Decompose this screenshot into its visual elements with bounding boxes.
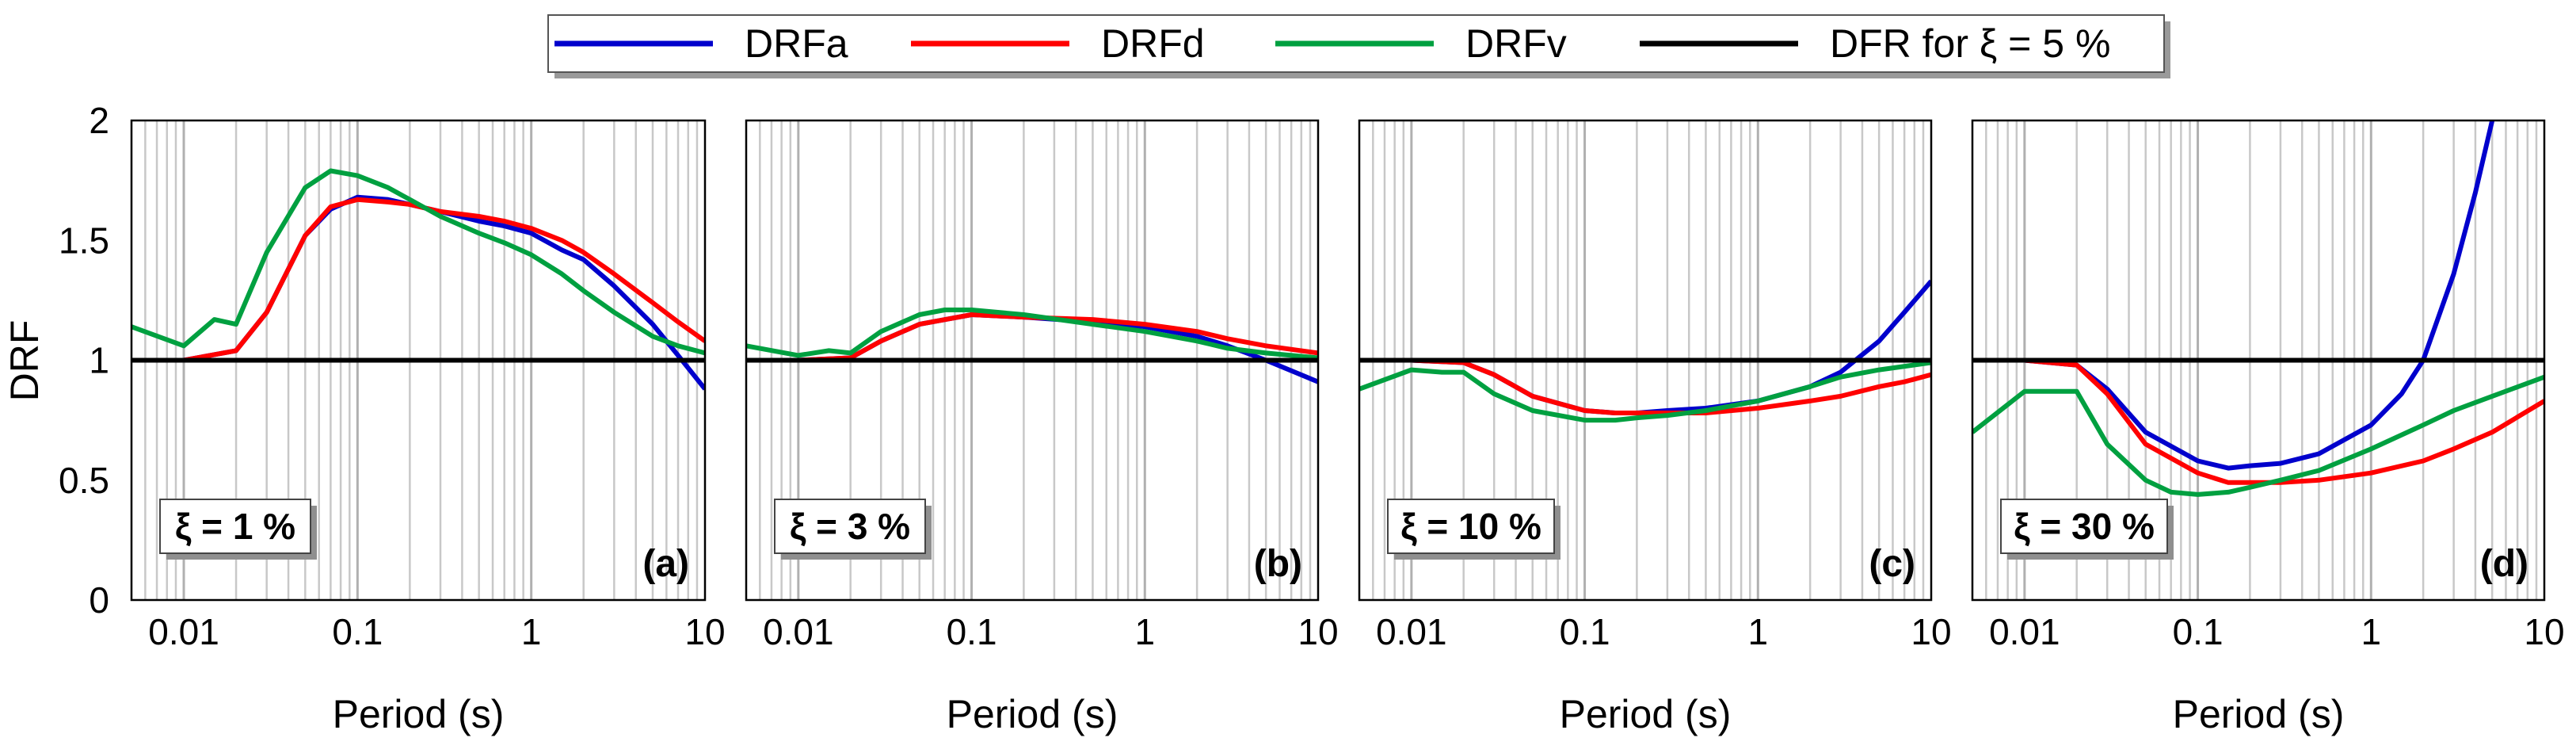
- x-tick-label: 1: [521, 611, 542, 652]
- x-tick-label: 1: [2361, 611, 2381, 652]
- x-tick-label: 0.01: [763, 611, 834, 652]
- series-line-drfv: [131, 168, 705, 356]
- x-tick-label: 1: [1134, 611, 1155, 652]
- series-line-drfd: [1359, 357, 1931, 415]
- plot-frame: [1971, 119, 2546, 602]
- x-tick-label: 0.1: [2173, 611, 2224, 652]
- x-tick-label: 1: [1747, 611, 1768, 652]
- damping-label: ξ = 1 %: [175, 506, 295, 547]
- panel-b: 0.01 0.1 1 10 Period (s) ξ = 3 % (b): [745, 119, 1339, 736]
- panel-label: (b): [1254, 543, 1302, 585]
- legend: DRFa DRFd DRFv DFR for ξ = 5 %: [547, 14, 2170, 78]
- plot-frame: [1358, 119, 1933, 602]
- damping-box: [1387, 499, 1555, 554]
- x-tick-label: 0.01: [1376, 611, 1447, 652]
- y-axis-title: DRF: [2, 320, 47, 402]
- y-tick-label: 2: [89, 100, 109, 141]
- panel-a: 0.01 0.1 1 10 0 0.5 1 1.5 2 Period (s) ξ = 1 % (a): [59, 100, 726, 736]
- series-line-drfv: [1359, 360, 1931, 423]
- series-line-drfv: [746, 308, 1318, 361]
- x-tick-label: 10: [1298, 611, 1338, 652]
- damping-box: [2000, 499, 2168, 554]
- x-tick-label: 0.1: [332, 611, 383, 652]
- x-tick-label: 0.1: [947, 611, 997, 652]
- damping-label: ξ = 3 %: [790, 506, 910, 547]
- series-group: [1972, 120, 2544, 497]
- legend-label: DRFd: [1101, 21, 1205, 66]
- series-line-drfv: [1972, 374, 2544, 497]
- y-tick-label: 0.5: [59, 460, 109, 501]
- series-line-drfd: [746, 312, 1318, 363]
- damping-label: ξ = 10 %: [1400, 506, 1541, 547]
- x-tick-label: 10: [1911, 611, 1951, 652]
- series-group: [131, 168, 705, 391]
- series-group: [746, 308, 1318, 384]
- damping-box: [159, 499, 311, 554]
- x-axis-title: Period (s): [947, 692, 1118, 736]
- series-line-drfa: [1972, 120, 2495, 471]
- panel-label: (d): [2480, 543, 2528, 585]
- legend-label: DRFa: [745, 21, 848, 66]
- x-axis-title: Period (s): [2173, 692, 2345, 736]
- panel-label: (c): [1869, 543, 1915, 585]
- series-line-drfd: [183, 197, 705, 363]
- y-tick-label: 0: [89, 579, 109, 621]
- x-axis-title: Period (s): [1560, 692, 1732, 736]
- x-axis-title: Period (s): [333, 692, 505, 736]
- y-tick-label: 1: [89, 340, 109, 381]
- series-line-drfd: [1972, 357, 2544, 485]
- x-tick-label: 10: [2524, 611, 2564, 652]
- x-tick-label: 0.1: [1560, 611, 1610, 652]
- panel-d: 0.01 0.1 1 10 Period (s) ξ = 30 % (d): [1971, 119, 2565, 736]
- plot-frame: [745, 119, 1320, 602]
- x-tick-label: 10: [684, 611, 725, 652]
- legend-label: DRFv: [1465, 21, 1567, 66]
- y-tick-label: 1.5: [59, 220, 109, 261]
- plot-frame: [130, 119, 707, 602]
- legend-label: DFR for ξ = 5 %: [1830, 21, 2110, 66]
- panel-c: 0.01 0.1 1 10 Period (s) ξ = 10 % (c): [1358, 119, 1952, 736]
- x-tick-label: 0.01: [1989, 611, 2060, 652]
- series-group: [1359, 279, 1931, 423]
- damping-box: [774, 499, 926, 554]
- x-tick-label: 0.01: [148, 611, 219, 652]
- damping-label: ξ = 30 %: [2014, 506, 2155, 547]
- panel-label: (a): [642, 543, 689, 585]
